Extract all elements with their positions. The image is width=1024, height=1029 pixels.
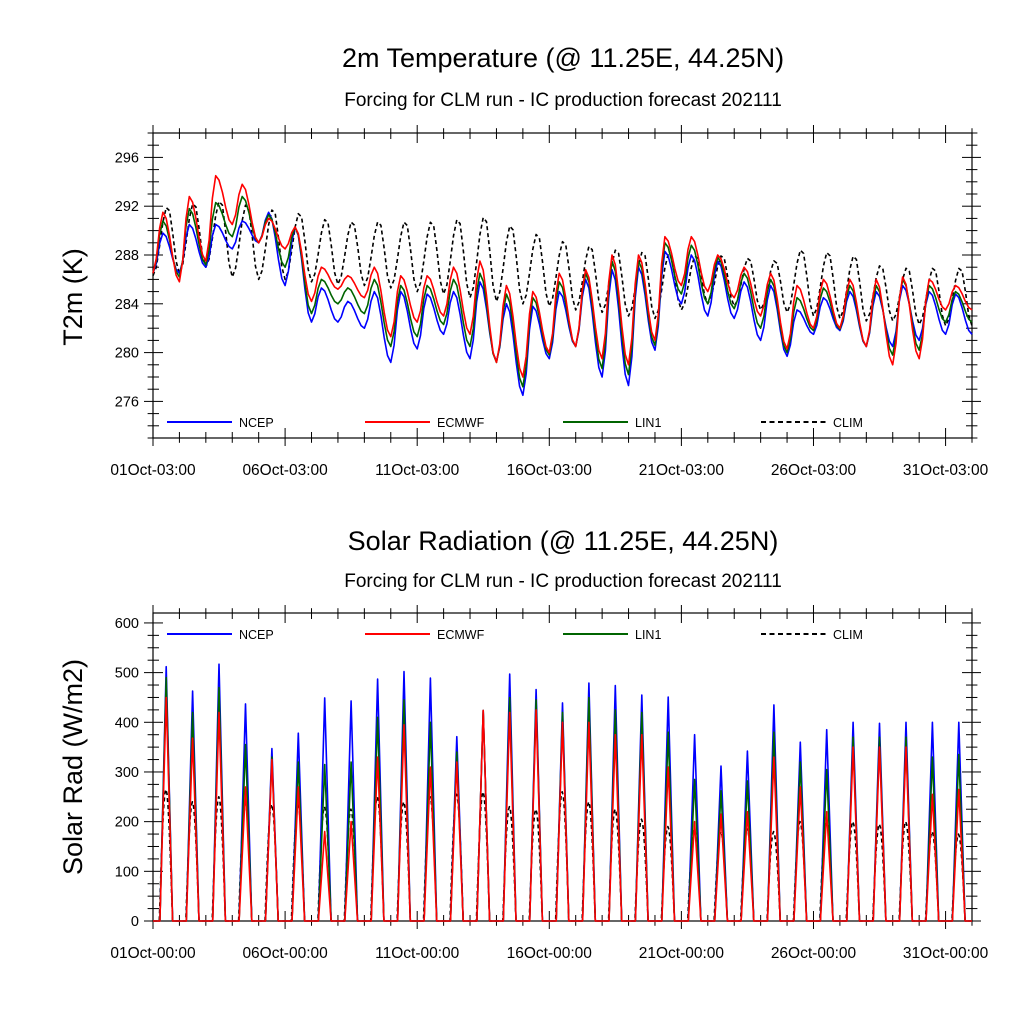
chart-subtitle: Forcing for CLM run - IC production fore… xyxy=(344,571,782,592)
x-tick-label: 16Oct-03:00 xyxy=(507,462,593,479)
x-tick-label: 01Oct-03:00 xyxy=(110,462,196,479)
y-axis-label: Solar Rad (W/m2) xyxy=(58,659,88,875)
y-axis-label: T2m (K) xyxy=(58,248,88,346)
y-tick-label: 500 xyxy=(115,666,139,682)
y-tick-label: 292 xyxy=(115,199,139,215)
x-tick-label: 06Oct-00:00 xyxy=(242,945,328,962)
y-tick-label: 600 xyxy=(115,616,139,632)
legend-label-clim: CLIM xyxy=(833,416,863,430)
x-tick-label: 11Oct-03:00 xyxy=(375,462,460,479)
x-tick-label: 21Oct-00:00 xyxy=(639,945,725,962)
chart-subtitle: Forcing for CLM run - IC production fore… xyxy=(344,90,782,111)
x-tick-label: 11Oct-00:00 xyxy=(375,945,460,962)
legend-label-lin1: LIN1 xyxy=(635,416,661,430)
legend-label-ncep: NCEP xyxy=(239,416,274,430)
legend-label-ecmwf: ECMWF xyxy=(437,628,485,642)
y-tick-label: 288 xyxy=(115,248,139,264)
y-tick-label: 276 xyxy=(115,394,139,410)
y-tick-label: 280 xyxy=(115,346,139,362)
series-line-ecmwf xyxy=(153,696,972,922)
x-tick-label: 26Oct-03:00 xyxy=(771,462,857,479)
x-tick-label: 16Oct-00:00 xyxy=(507,945,593,962)
x-tick-label: 21Oct-03:00 xyxy=(639,462,725,479)
y-tick-label: 100 xyxy=(115,864,139,880)
legend-label-lin1: LIN1 xyxy=(635,628,661,642)
series-lines xyxy=(153,663,972,922)
series-line-lin1 xyxy=(153,676,972,922)
legend: NCEP ECMWF LIN1 CLIM xyxy=(167,416,863,430)
y-tick-label: 300 xyxy=(115,765,139,781)
legend-label-ncep: NCEP xyxy=(239,628,274,642)
chart-title: 2m Temperature (@ 11.25E, 44.25N) xyxy=(342,43,784,73)
legend-label-ecmwf: ECMWF xyxy=(437,416,485,430)
y-tick-label: 284 xyxy=(115,297,139,313)
x-tick-label: 31Oct-00:00 xyxy=(903,945,989,962)
temperature-chart: 2m Temperature (@ 11.25E, 44.25N) Forcin… xyxy=(58,43,989,479)
y-tick-label: 200 xyxy=(115,815,139,831)
x-tick-label: 06Oct-03:00 xyxy=(242,462,328,479)
plot-frame xyxy=(152,612,973,922)
legend: NCEP ECMWF LIN1 CLIM xyxy=(167,628,863,642)
series-line-clim xyxy=(153,788,972,922)
x-tick-label: 26Oct-00:00 xyxy=(771,945,857,962)
series-line-clim xyxy=(152,200,973,327)
y-tick-label: 0 xyxy=(131,914,139,930)
legend-label-clim: CLIM xyxy=(833,628,863,642)
x-tick-label: 01Oct-00:00 xyxy=(110,945,196,962)
series-lines xyxy=(152,174,973,397)
y-tick-label: 296 xyxy=(115,150,139,166)
solar-radiation-chart: Solar Radiation (@ 11.25E, 44.25N) Forci… xyxy=(58,526,989,962)
x-tick-label: 31Oct-03:00 xyxy=(903,462,989,479)
y-tick-label: 400 xyxy=(115,715,139,731)
series-line-ncep xyxy=(152,211,973,397)
plot-frame xyxy=(152,132,973,439)
chart-title: Solar Radiation (@ 11.25E, 44.25N) xyxy=(348,526,779,556)
axes: 01Oct-03:00 06Oct-03:00 11Oct-03:00 16Oct-0… xyxy=(110,125,989,479)
series-line-ecmwf xyxy=(152,174,973,378)
axes: 01Oct-00:00 06Oct-00:00 11Oct-00:00 16Oct-0… xyxy=(110,605,989,962)
